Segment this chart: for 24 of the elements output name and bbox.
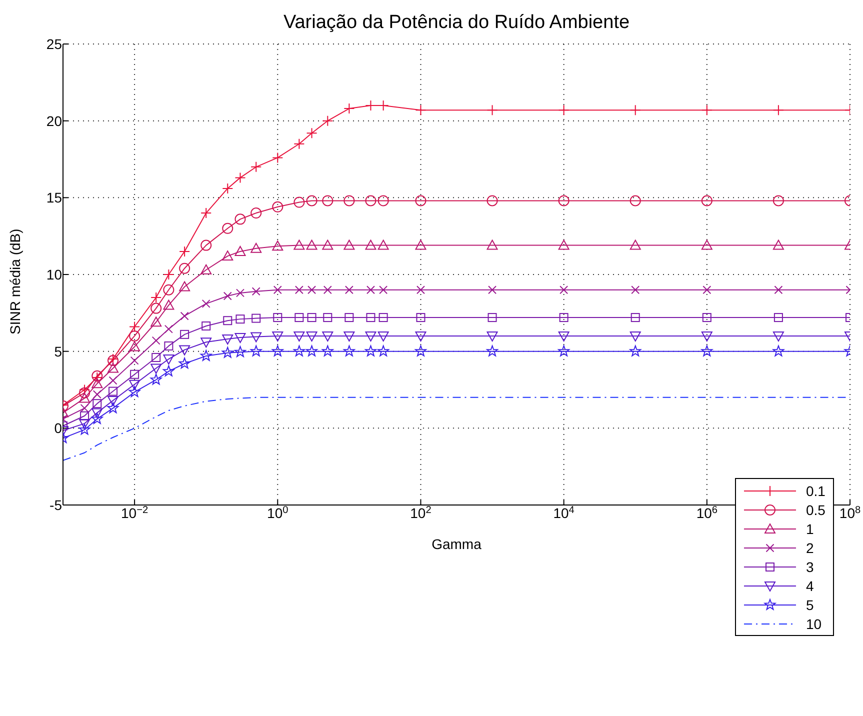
x-tick-label: 10$^{6}$: [696, 504, 718, 521]
y-tick-label: -5: [50, 497, 62, 513]
legend-label: 10: [806, 616, 822, 632]
legend-label: 5: [806, 596, 814, 612]
legend-label: 3: [806, 558, 814, 574]
y-tick-label: 5: [54, 343, 62, 360]
y-axis-title: SINR média (dB): [6, 228, 23, 334]
x-tick-label: 10$^{−2}$: [121, 504, 148, 521]
y-tick-label: 25: [46, 36, 62, 52]
x-tick-label: 10$^{4}$: [553, 504, 575, 521]
legend-label: 0.5: [806, 502, 826, 518]
y-tick-label: 0: [54, 420, 62, 436]
legend-label: 1: [806, 520, 814, 536]
legend-label: 4: [806, 578, 814, 594]
chart-title: Variação da Potência do Ruído Ambiente: [282, 12, 631, 34]
y-tick-label: 15: [46, 190, 62, 206]
x-tick-label: 10$^{0}$: [267, 504, 289, 521]
legend-label: 0.1: [806, 482, 826, 498]
y-tick-label: 10: [46, 266, 62, 282]
legend-label: 2: [806, 540, 814, 556]
y-tick-label: 20: [46, 112, 62, 129]
x-tick-label: 10$^{8}$: [839, 504, 861, 521]
x-axis-title: Gamma: [432, 536, 482, 552]
x-tick-label: 10$^{2}$: [410, 504, 432, 521]
